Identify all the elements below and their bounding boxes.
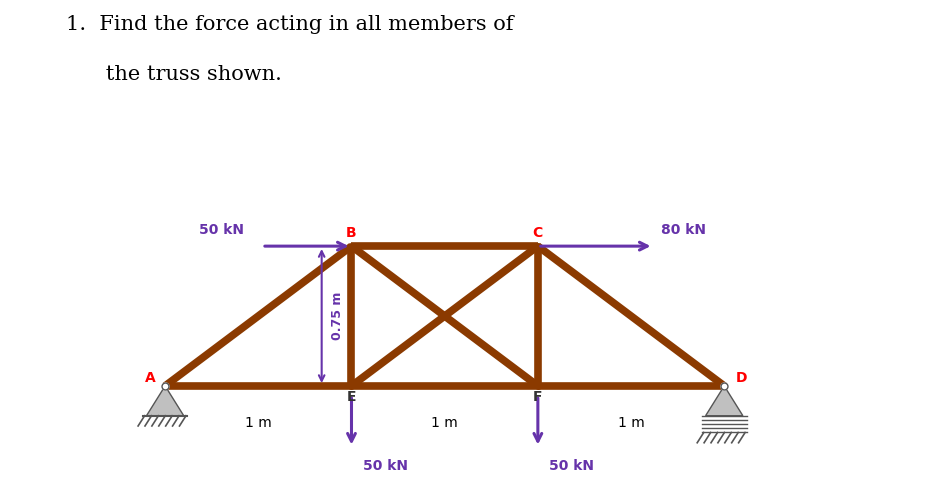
Polygon shape — [146, 386, 183, 416]
Text: 80 kN: 80 kN — [660, 223, 705, 237]
Text: A: A — [144, 371, 156, 385]
Text: C: C — [532, 226, 543, 240]
Text: 50 kN: 50 kN — [198, 223, 244, 237]
Text: E: E — [346, 390, 356, 404]
Text: F: F — [532, 390, 542, 404]
Text: 1 m: 1 m — [244, 416, 271, 430]
Text: 1.  Find the force acting in all members of: 1. Find the force acting in all members … — [66, 15, 514, 34]
Text: the truss shown.: the truss shown. — [66, 65, 281, 84]
Text: 0.75 m: 0.75 m — [330, 292, 344, 340]
Text: D: D — [734, 371, 746, 385]
Text: B: B — [346, 226, 357, 240]
Text: 50 kN: 50 kN — [362, 459, 407, 473]
Text: 1 m: 1 m — [617, 416, 644, 430]
Text: 1 m: 1 m — [430, 416, 458, 430]
Text: 50 kN: 50 kN — [548, 459, 594, 473]
Polygon shape — [705, 386, 742, 416]
